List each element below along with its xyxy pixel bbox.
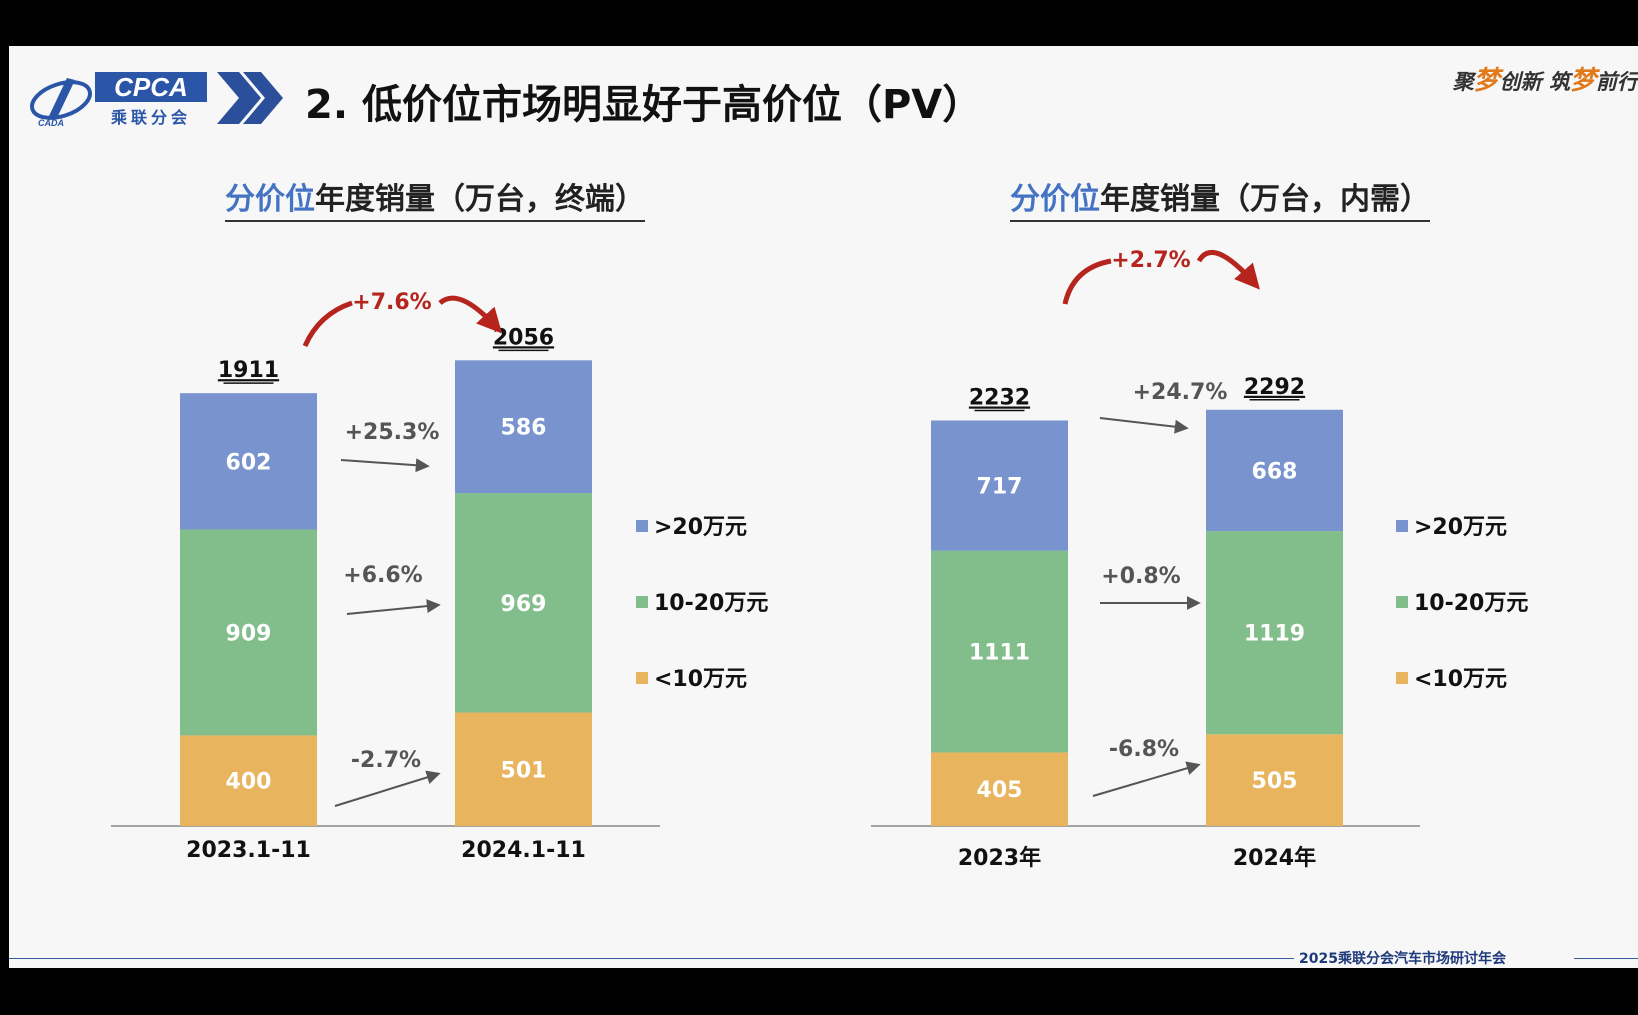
change-label: -6.8% <box>1109 737 1179 762</box>
data-label: 400 <box>226 770 272 795</box>
x-tick-label: 2023.1-11 <box>186 838 311 863</box>
footer-divider <box>1574 958 1638 959</box>
chart-title-text: 年度销量（万台，内需） <box>1100 182 1430 217</box>
change-label: +24.7% <box>1133 380 1228 405</box>
chevron-icon <box>217 72 283 124</box>
cpca-logo: CPCA 乘联分会 CADA <box>30 72 207 128</box>
logo-small-text: CADA <box>38 118 64 128</box>
total-label: 2232 <box>969 385 1030 410</box>
bar-segment <box>455 712 592 826</box>
x-tick-label: 2024年 <box>1233 845 1316 871</box>
legend-label: >20万元 <box>654 515 747 540</box>
x-tick-label: 2023年 <box>958 845 1041 871</box>
legend-swatch <box>1396 672 1408 684</box>
change-arrow <box>346 599 441 615</box>
data-label: 405 <box>977 778 1023 803</box>
slogan-part: 梦 <box>1569 66 1596 96</box>
legend-label: <10万元 <box>654 667 747 692</box>
data-label: 1111 <box>969 641 1030 666</box>
change-arrow <box>340 458 430 473</box>
bar-segment <box>455 493 592 713</box>
bottom-black-bar <box>0 968 1638 1015</box>
data-label: 586 <box>501 416 547 441</box>
footer-divider <box>9 958 1294 959</box>
data-label: 717 <box>977 475 1023 500</box>
legend-swatch <box>636 596 648 608</box>
total-growth-label: +2.7% <box>1111 248 1190 273</box>
bar-segment <box>180 393 317 530</box>
slogan-part: 聚 <box>1452 69 1474 94</box>
change-arrow <box>334 770 441 807</box>
change-label: -2.7% <box>351 748 421 773</box>
data-label: 1119 <box>1244 622 1305 647</box>
logo-subtext: 乘联分会 <box>110 108 191 127</box>
total-label: 1911 <box>218 358 279 383</box>
bar-segment <box>931 420 1068 551</box>
bar-segment <box>180 735 317 826</box>
change-label: +0.8% <box>1101 564 1180 589</box>
slogan-part: 前行 <box>1596 69 1638 94</box>
chart-title-highlight: 分价位 <box>225 182 315 217</box>
legend-swatch <box>1396 520 1408 532</box>
legend-label: 10-20万元 <box>1414 591 1528 616</box>
top-black-bar <box>0 0 1638 46</box>
bar-segment <box>455 360 592 494</box>
data-label: 909 <box>226 621 272 646</box>
legend-swatch <box>1396 596 1408 608</box>
data-label: 668 <box>1252 459 1298 484</box>
slogan-part: 创新 筑 <box>1499 69 1570 94</box>
bar-segment <box>1206 531 1343 735</box>
chart-title-text: 年度销量（万台，终端） <box>315 182 645 217</box>
total-label: 2292 <box>1244 375 1305 400</box>
page-title: 2. 低价位市场明显好于高价位（PV） <box>305 82 983 128</box>
stacked-bar-chart-terminal: 400 909 602 1911 2023.1-11 501 969 586 2056 2024.… <box>111 290 768 863</box>
legend-label: <10万元 <box>1414 667 1507 692</box>
bar-segment <box>931 550 1068 753</box>
growth-curve <box>438 295 503 334</box>
total-label: 2056 <box>493 325 554 350</box>
legend-swatch <box>636 672 648 684</box>
change-arrow <box>1099 417 1189 434</box>
growth-curve <box>1196 250 1260 290</box>
chart-title-highlight: 分价位 <box>1010 182 1100 217</box>
bar-segment <box>931 752 1068 826</box>
footer-text: 2025乘联分会汽车市场研讨年会 <box>1299 951 1506 967</box>
bar-segment <box>1206 734 1343 826</box>
data-label: 501 <box>501 758 547 783</box>
chart-title-left: 分价位年度销量（万台，终端） <box>225 174 645 222</box>
logo-text: CPCA <box>114 72 188 102</box>
change-label: +6.6% <box>343 563 422 588</box>
data-label: 602 <box>226 450 272 475</box>
data-label: 969 <box>501 592 547 617</box>
growth-curve <box>302 300 353 348</box>
total-growth-label: +7.6% <box>352 290 431 315</box>
slide: CPCA 乘联分会 CADA 2. 低价位市场明显好于高价位（PV） 聚梦创新 … <box>9 46 1638 968</box>
stacked-bar-chart-domestic: 405 1111 717 2232 2023年 505 1119 668 2292 2024年 +2… <box>871 248 1528 871</box>
bar-segment <box>1206 409 1343 532</box>
slogan: 聚梦创新 筑梦前行 <box>1453 60 1638 97</box>
x-tick-label: 2024.1-11 <box>461 838 586 863</box>
bar-segment <box>180 529 317 736</box>
legend-label: 10-20万元 <box>654 591 768 616</box>
data-label: 505 <box>1252 769 1298 794</box>
chart-title-right: 分价位年度销量（万台，内需） <box>1010 174 1430 222</box>
growth-curve <box>1062 258 1112 305</box>
legend-swatch <box>636 520 648 532</box>
change-label: +25.3% <box>345 420 440 445</box>
slogan-part: 梦 <box>1473 66 1500 96</box>
change-arrow <box>1092 761 1201 797</box>
legend-label: >20万元 <box>1414 515 1507 540</box>
